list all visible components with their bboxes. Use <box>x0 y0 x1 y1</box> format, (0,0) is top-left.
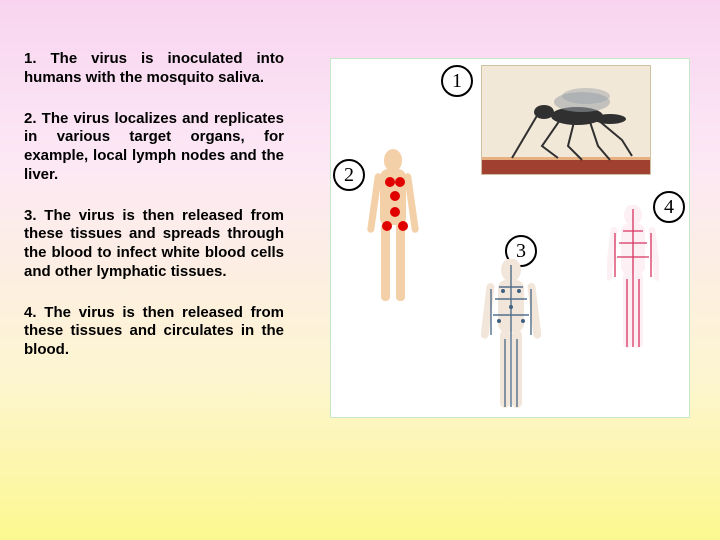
panel-2-number: 2 <box>333 159 365 191</box>
infection-spot-icon <box>398 221 408 231</box>
step-1: 1. The virus is inoculated into humans w… <box>24 50 284 88</box>
human-leg-icon <box>396 223 405 301</box>
panel-4-label: 4 <box>664 196 674 219</box>
infection-spot-icon <box>385 177 395 187</box>
infection-spot-icon <box>390 191 400 201</box>
step-1-num: 1 <box>24 50 32 67</box>
human-head-icon <box>384 149 402 171</box>
step-3-text: The virus is then released from these ti… <box>24 207 284 280</box>
lymphatic-human-icon <box>481 259 541 414</box>
circulatory-human-icon <box>607 205 659 355</box>
step-2-text: The virus localizes and replicates in va… <box>24 110 284 183</box>
step-3: 3. The virus is then released from these… <box>24 207 284 282</box>
panel-2-label: 2 <box>344 164 354 187</box>
step-2-num: 2 <box>24 110 32 127</box>
panel-1-mosquito <box>481 65 651 175</box>
step-2: 2. The virus localizes and replicates in… <box>24 110 284 185</box>
step-4-num: 4 <box>24 304 32 321</box>
step-3-num: 3 <box>24 207 32 224</box>
step-4: 4. The virus is then released from these… <box>24 304 284 360</box>
mosquito-icon <box>482 66 652 162</box>
panel-2-human <box>369 149 417 309</box>
panel-1-number: 1 <box>441 65 473 97</box>
step-4-text: The virus is then released from these ti… <box>24 304 284 359</box>
skin-layer <box>482 160 650 174</box>
illustration-area: 1 2 3 <box>330 58 690 418</box>
infection-spot-icon <box>382 221 392 231</box>
panel-1-label: 1 <box>452 70 462 93</box>
human-leg-icon <box>381 223 390 301</box>
infection-spot-icon <box>390 207 400 217</box>
panel-3-human <box>481 259 541 414</box>
step-1-text: The virus is inoculated into humans with… <box>24 50 284 86</box>
infection-spot-icon <box>395 177 405 187</box>
text-column: 1. The virus is inoculated into humans w… <box>24 50 284 382</box>
panel-4-human <box>607 205 659 355</box>
